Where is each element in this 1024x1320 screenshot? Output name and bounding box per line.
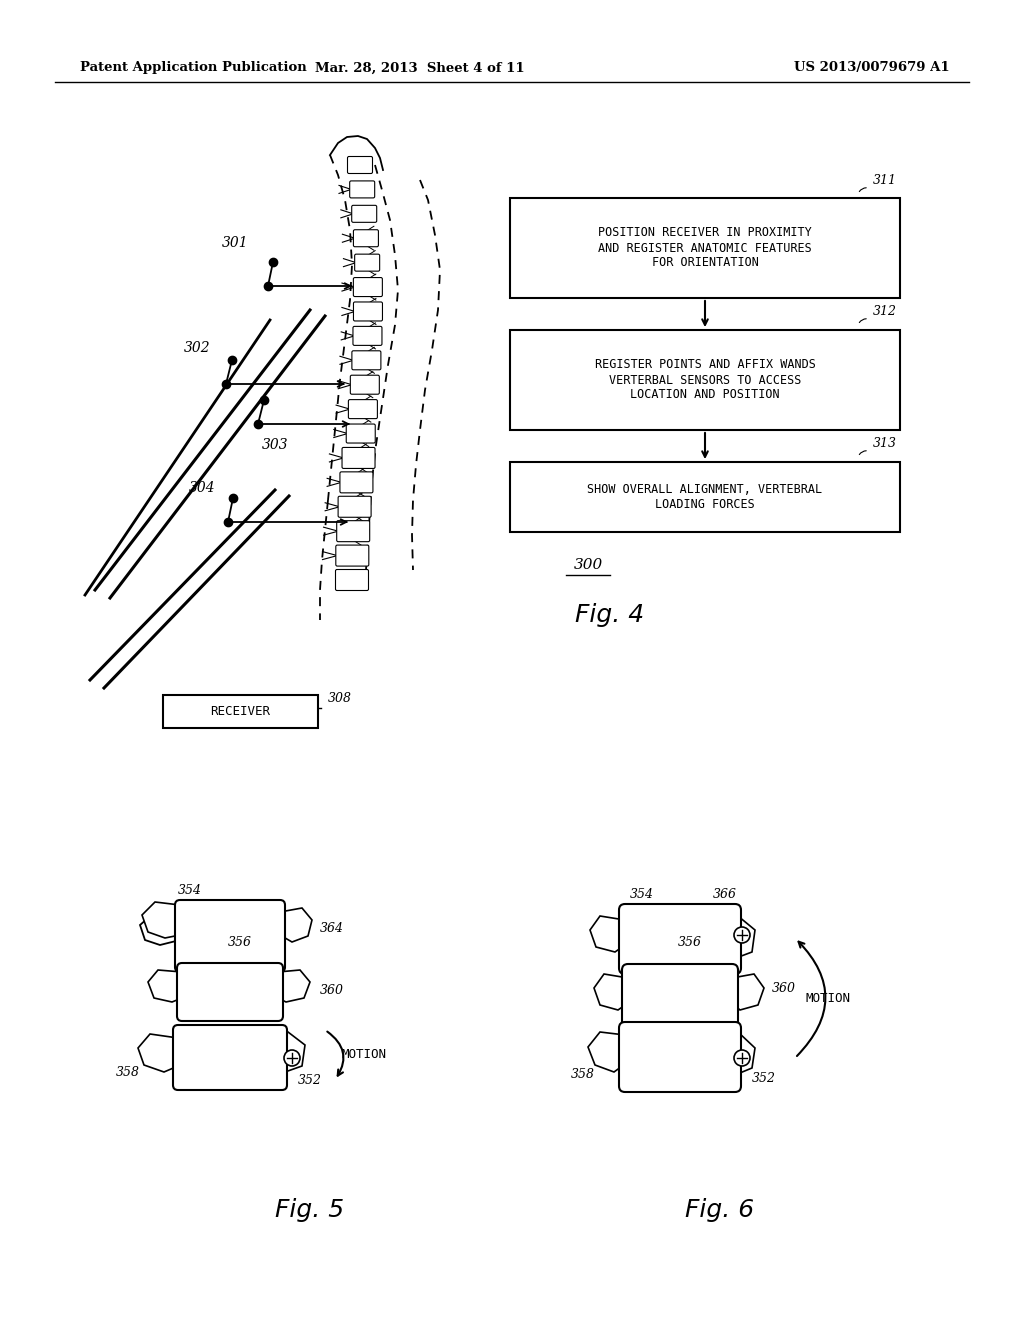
FancyBboxPatch shape xyxy=(348,400,378,418)
Text: 354: 354 xyxy=(630,887,654,900)
Text: 313: 313 xyxy=(873,437,897,450)
FancyBboxPatch shape xyxy=(175,900,285,972)
Polygon shape xyxy=(140,912,180,945)
FancyBboxPatch shape xyxy=(177,964,283,1020)
FancyBboxPatch shape xyxy=(351,206,377,222)
Text: 304: 304 xyxy=(188,480,215,495)
Text: Fig. 4: Fig. 4 xyxy=(575,603,644,627)
Text: US 2013/0079679 A1: US 2013/0079679 A1 xyxy=(795,62,950,74)
Circle shape xyxy=(734,1049,750,1067)
FancyBboxPatch shape xyxy=(618,1022,741,1092)
Text: 352: 352 xyxy=(298,1073,322,1086)
Text: 358: 358 xyxy=(116,1065,140,1078)
Polygon shape xyxy=(732,974,764,1010)
Text: Patent Application Publication: Patent Application Publication xyxy=(80,62,307,74)
FancyBboxPatch shape xyxy=(353,230,379,247)
Polygon shape xyxy=(280,908,312,942)
Text: MOTION: MOTION xyxy=(805,991,850,1005)
Text: 301: 301 xyxy=(221,236,248,249)
FancyBboxPatch shape xyxy=(340,471,373,492)
FancyBboxPatch shape xyxy=(338,496,371,517)
Polygon shape xyxy=(735,1032,755,1074)
Text: 308: 308 xyxy=(328,692,352,705)
FancyBboxPatch shape xyxy=(353,302,383,321)
Text: SHOW OVERALL ALIGNMENT, VERTEBRAL
LOADING FORCES: SHOW OVERALL ALIGNMENT, VERTEBRAL LOADIN… xyxy=(588,483,822,511)
FancyBboxPatch shape xyxy=(510,462,900,532)
Polygon shape xyxy=(142,902,180,939)
FancyBboxPatch shape xyxy=(352,351,381,370)
Text: 366: 366 xyxy=(713,887,737,900)
FancyBboxPatch shape xyxy=(336,545,369,566)
Text: POSITION RECEIVER IN PROXIMITY
AND REGISTER ANATOMIC FEATURES
FOR ORIENTATION: POSITION RECEIVER IN PROXIMITY AND REGIS… xyxy=(598,227,812,269)
Text: 360: 360 xyxy=(319,983,344,997)
Text: 356: 356 xyxy=(228,936,252,949)
FancyBboxPatch shape xyxy=(342,447,375,469)
Text: 300: 300 xyxy=(573,558,603,572)
Text: 354: 354 xyxy=(178,883,202,896)
FancyBboxPatch shape xyxy=(346,424,375,444)
Circle shape xyxy=(734,927,750,942)
Text: Fig. 5: Fig. 5 xyxy=(275,1199,344,1222)
Polygon shape xyxy=(278,970,310,1002)
FancyBboxPatch shape xyxy=(163,696,318,729)
FancyBboxPatch shape xyxy=(337,520,370,541)
Text: 358: 358 xyxy=(571,1068,595,1081)
Text: Mar. 28, 2013  Sheet 4 of 11: Mar. 28, 2013 Sheet 4 of 11 xyxy=(315,62,525,74)
Polygon shape xyxy=(138,1034,178,1072)
FancyBboxPatch shape xyxy=(353,326,382,346)
Polygon shape xyxy=(282,1032,305,1072)
Text: 356: 356 xyxy=(678,936,702,949)
Text: 360: 360 xyxy=(772,982,796,994)
Text: 352: 352 xyxy=(752,1072,776,1085)
FancyBboxPatch shape xyxy=(349,181,375,198)
Polygon shape xyxy=(735,916,755,958)
Polygon shape xyxy=(588,1032,625,1072)
Text: REGISTER POINTS AND AFFIX WANDS
VERTERBAL SENSORS TO ACCESS
LOCATION AND POSITIO: REGISTER POINTS AND AFFIX WANDS VERTERBA… xyxy=(595,359,815,401)
FancyBboxPatch shape xyxy=(510,198,900,298)
FancyBboxPatch shape xyxy=(173,1026,287,1090)
Text: 364: 364 xyxy=(319,921,344,935)
Text: 312: 312 xyxy=(873,305,897,318)
FancyBboxPatch shape xyxy=(347,157,373,173)
Text: MOTION: MOTION xyxy=(342,1048,387,1061)
Text: 311: 311 xyxy=(873,174,897,187)
Polygon shape xyxy=(590,916,625,952)
Polygon shape xyxy=(594,974,628,1010)
Text: 302: 302 xyxy=(183,341,210,355)
Text: RECEIVER: RECEIVER xyxy=(211,705,270,718)
FancyBboxPatch shape xyxy=(618,904,741,974)
FancyBboxPatch shape xyxy=(354,255,380,271)
Circle shape xyxy=(284,1049,300,1067)
FancyBboxPatch shape xyxy=(350,375,379,395)
FancyBboxPatch shape xyxy=(353,277,382,297)
Text: Fig. 6: Fig. 6 xyxy=(685,1199,755,1222)
FancyBboxPatch shape xyxy=(622,964,738,1028)
Polygon shape xyxy=(148,970,182,1002)
FancyBboxPatch shape xyxy=(510,330,900,430)
FancyBboxPatch shape xyxy=(336,569,369,590)
Text: 303: 303 xyxy=(262,438,289,451)
